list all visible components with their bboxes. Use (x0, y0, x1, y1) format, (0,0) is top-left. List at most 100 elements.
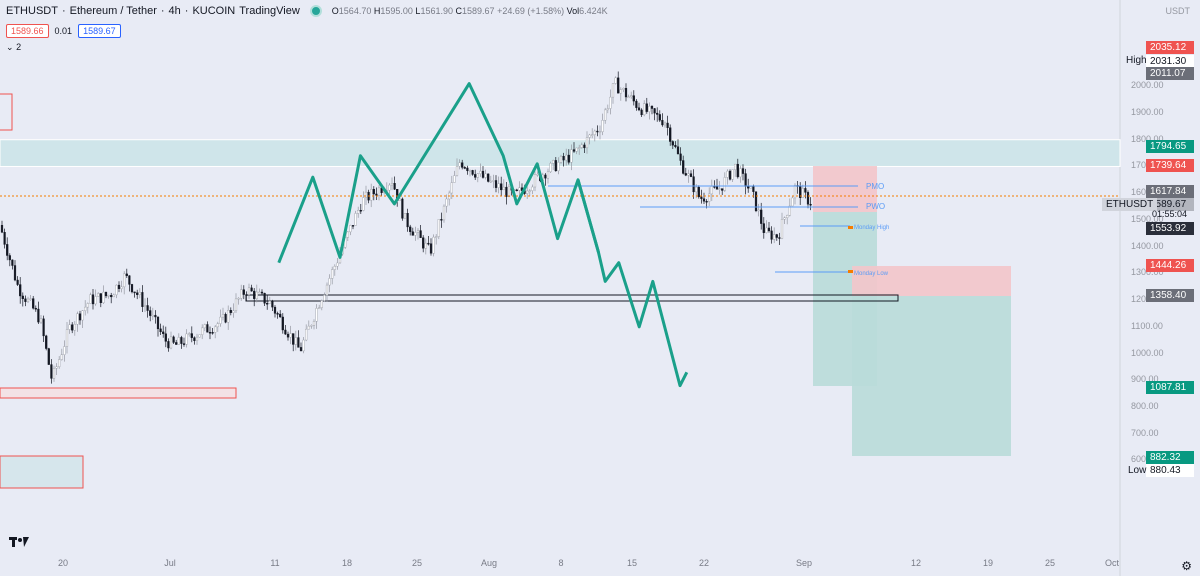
x-tick-label: 12 (911, 558, 921, 568)
candle-body (22, 296, 24, 299)
candle-body (373, 189, 375, 194)
candle-body (311, 325, 313, 326)
candle-body (259, 292, 261, 293)
candle-body (451, 183, 453, 193)
candle-body (693, 177, 695, 192)
candle-body (292, 334, 294, 345)
candle-body (771, 231, 773, 239)
candle-body (615, 78, 617, 84)
candle-body (495, 180, 497, 187)
candle-body (95, 296, 97, 303)
candle-body (152, 315, 154, 316)
y-tick-label: 1000.00 (1131, 348, 1164, 358)
candle-body (422, 238, 424, 248)
candle-body (277, 313, 279, 314)
candle-body (266, 303, 268, 304)
currency-label[interactable]: USDT (1166, 6, 1191, 16)
candle-body (214, 327, 216, 332)
low-label: Low (1124, 464, 1150, 477)
candle-body (792, 198, 794, 206)
candle-body (79, 314, 81, 320)
price-tag: 1794.65 (1146, 140, 1194, 153)
candle-body (656, 113, 658, 114)
buy-button[interactable]: 1589.67 (78, 24, 121, 38)
candle-body (807, 192, 809, 204)
candle-body (269, 301, 271, 303)
candle-body (425, 243, 427, 248)
pmo-label: PMO (866, 182, 884, 191)
indicators-toggle[interactable]: ⌄ 2 (6, 42, 21, 53)
sell-button[interactable]: 1589.66 (6, 24, 49, 38)
candle-body (607, 109, 609, 110)
candle-body (703, 199, 705, 201)
candle-body (82, 311, 84, 320)
candle-body (581, 145, 583, 148)
candle-body (721, 189, 723, 191)
candle-body (682, 161, 684, 174)
candle-body (51, 365, 53, 379)
candle-body (389, 185, 391, 190)
candle-body (1, 225, 3, 232)
candle-body (261, 292, 263, 293)
candle-body (498, 184, 500, 188)
gear-icon[interactable]: ⚙ (1181, 559, 1192, 573)
candle-body (459, 163, 461, 167)
x-tick-label: 8 (558, 558, 563, 568)
candle-body (529, 191, 531, 192)
interval-label[interactable]: 4h (169, 5, 181, 17)
candle-body (207, 325, 209, 333)
candle-body (773, 235, 775, 240)
candle-body (519, 188, 521, 191)
candle-body (240, 290, 242, 299)
candle-body (40, 319, 42, 322)
candle-body (472, 170, 474, 174)
candle-body (204, 325, 206, 328)
candle-body (186, 334, 188, 344)
candle-body (779, 238, 781, 239)
candle-body (56, 367, 58, 369)
candle-body (155, 315, 157, 317)
candle-body (100, 294, 102, 303)
candle-body (467, 168, 469, 171)
candle-body (500, 184, 502, 190)
candle-body (695, 187, 697, 192)
candle-body (246, 295, 248, 296)
x-tick-label: 25 (1045, 558, 1055, 568)
x-tick-label: Jul (164, 558, 176, 568)
candle-body (560, 156, 562, 162)
candle-body (74, 324, 76, 330)
candle-body (805, 188, 807, 192)
y-tick-label: 700.00 (1131, 428, 1159, 438)
candle-body (251, 288, 253, 291)
candle-body (409, 227, 411, 232)
x-tick-label: 19 (983, 558, 993, 568)
candle-body (781, 219, 783, 238)
candle-body (750, 187, 752, 189)
candle-body (610, 97, 612, 108)
candle-body (698, 187, 700, 197)
candle-body (758, 210, 760, 211)
candle-body (508, 186, 510, 196)
x-tick-label: 15 (627, 558, 637, 568)
candle-body (714, 186, 716, 187)
tradingview-logo-icon[interactable] (8, 534, 30, 550)
candle-body (61, 355, 63, 360)
y-tick-label: 1400.00 (1131, 241, 1164, 251)
price-tag: 2011.07 (1146, 67, 1194, 80)
candle-body (667, 123, 669, 128)
candle-body (563, 156, 565, 160)
candle-body (162, 332, 164, 334)
symbol-ticker[interactable]: ETHUSDT (6, 5, 58, 17)
candle-body (766, 228, 768, 233)
candle-body (641, 110, 643, 115)
price-tag: 1553.92 (1146, 222, 1194, 235)
candle-body (64, 347, 66, 355)
candle-body (464, 167, 466, 168)
y-tick-label: 2000.00 (1131, 80, 1164, 90)
candle-body (664, 123, 666, 125)
candle-body (178, 337, 180, 344)
candle-body (173, 337, 175, 343)
market-status-icon[interactable] (310, 5, 322, 17)
